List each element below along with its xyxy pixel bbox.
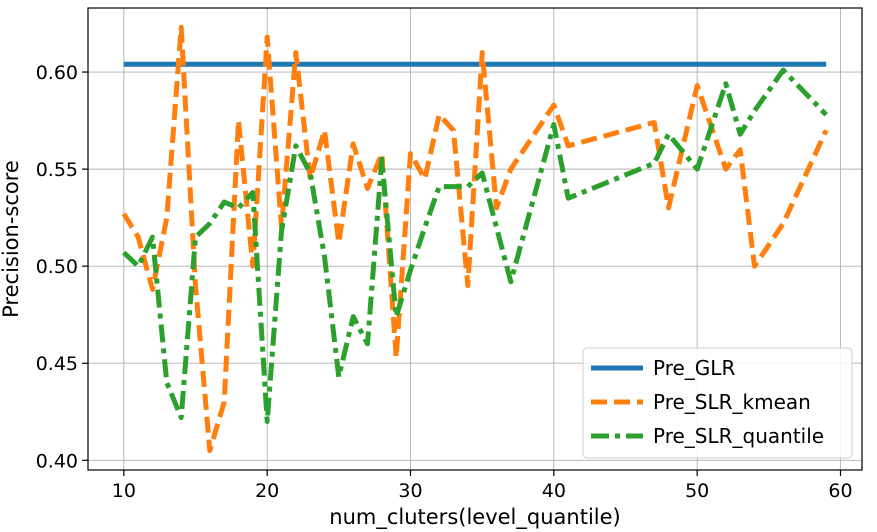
legend-box: [582, 347, 853, 459]
legend: Pre_GLR Pre_SLR_kmean Pre_SLR_quantile: [582, 347, 853, 459]
legend-label-pre-glr: Pre_GLR: [653, 356, 735, 380]
x-tick-label: 50: [685, 480, 709, 502]
x-tick-label: 40: [542, 480, 566, 502]
x-tick-label: 20: [255, 480, 279, 502]
x-tick-label: 30: [398, 480, 422, 502]
axis-ticks: 10 20 30 40 50 60 0.40 0.45 0.50 0.55 0.60: [36, 62, 853, 502]
y-tick-label: 0.55: [36, 159, 78, 181]
y-tick-label: 0.45: [36, 353, 78, 375]
y-tick-label: 0.40: [36, 450, 78, 472]
series-layer: [121, 24, 829, 454]
y-tick-label: 0.60: [36, 62, 78, 84]
x-tick-label: 60: [828, 480, 852, 502]
grid-lines: [88, 8, 862, 470]
y-tick-label: 0.50: [36, 256, 78, 278]
x-axis-label: num_cluters(level_quantile): [329, 505, 620, 530]
plot-frame: [87, 7, 863, 471]
y-axis-label: Precision-score: [0, 160, 23, 318]
legend-label-pre-slr-kmean: Pre_SLR_kmean: [653, 390, 811, 414]
legend-label-pre-slr-quantile: Pre_SLR_quantile: [653, 424, 824, 448]
x-tick-label: 10: [112, 480, 136, 502]
series-line-pre-slr-quantile: [122, 67, 829, 424]
